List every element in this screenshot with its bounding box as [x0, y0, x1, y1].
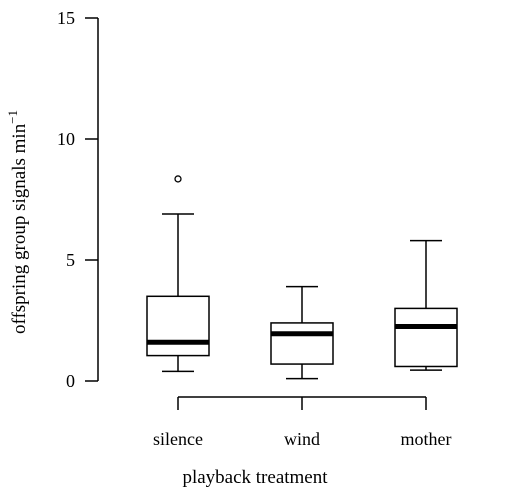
- y-tick-label-15: 15: [57, 8, 75, 28]
- outlier-silence-0: [174, 175, 182, 183]
- box-silence: [146, 175, 210, 373]
- y-axis: 0 5 10 15: [57, 8, 99, 391]
- iqr-box-mother: [394, 307, 458, 368]
- x-tick-label-wind: wind: [284, 429, 320, 449]
- y-tick-label-10: 10: [57, 129, 75, 149]
- box-mother: [394, 239, 458, 371]
- y-axis-label-text: offspring group signals min: [9, 123, 30, 334]
- x-axis-label: playback treatment: [182, 467, 328, 488]
- box-wind: [270, 285, 334, 380]
- y-tick-label-0: 0: [66, 371, 75, 391]
- y-axis-label-superscript: −1: [5, 110, 20, 124]
- x-axis: silence wind mother: [153, 396, 452, 449]
- boxes-group: [146, 175, 458, 380]
- y-axis-label: offspring group signals min−1: [5, 110, 30, 334]
- iqr-box-wind: [270, 322, 334, 365]
- x-tick-label-mother: mother: [401, 429, 452, 449]
- y-tick-label-5: 5: [66, 250, 75, 270]
- x-tick-label-silence: silence: [153, 429, 203, 449]
- iqr-box-silence: [146, 295, 210, 357]
